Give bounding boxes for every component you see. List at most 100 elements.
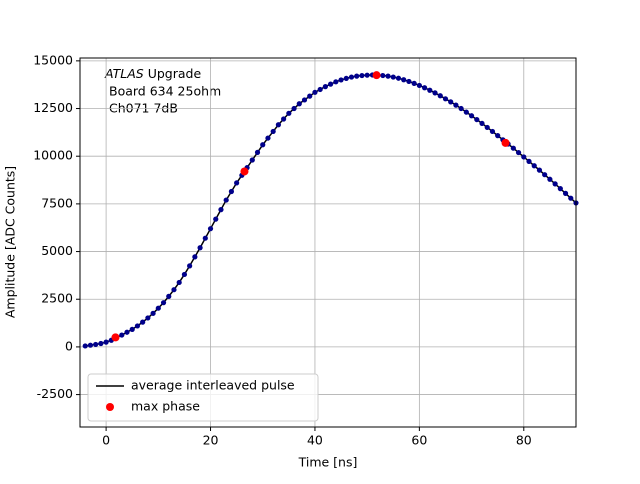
pulse-point [448, 99, 454, 105]
pulse-point [93, 341, 99, 348]
pulse-point [207, 226, 214, 232]
pulse-point [82, 343, 88, 349]
pulse-point [145, 315, 151, 321]
pulse-point [249, 157, 255, 163]
pulse-point [134, 323, 141, 329]
pulse-point [364, 72, 370, 78]
pulse-point [254, 149, 261, 155]
pulse-point [338, 77, 344, 83]
x-tick-label: 20 [203, 433, 219, 448]
pulse-point [119, 332, 125, 338]
pulse-point [333, 79, 339, 85]
pulse-point [468, 113, 475, 119]
pulse-point [296, 101, 302, 107]
annotation-emphasis: ATLAS [104, 66, 144, 81]
annotation: ATLAS Upgrade [104, 66, 201, 81]
annotation-line: Upgrade [148, 66, 202, 81]
pulse-point [521, 154, 527, 160]
pulse-point [213, 216, 219, 222]
pulse-point [87, 342, 94, 348]
pulse-point [176, 279, 182, 286]
pulse-point [129, 326, 135, 332]
pulse-point [401, 77, 407, 83]
pulse-point [380, 72, 386, 79]
pulse-point [286, 110, 292, 116]
pulse-point [536, 167, 543, 173]
y-axis-label: Amplitude [ADC Counts] [3, 166, 18, 318]
pulse-point [312, 89, 318, 95]
pulse-point [416, 82, 422, 89]
y-tick-label: 10000 [33, 148, 73, 163]
pulse-point [354, 73, 360, 79]
pulse-point [103, 339, 109, 345]
y-tick-label: 7500 [41, 195, 73, 210]
pulse-point [343, 75, 349, 82]
pulse-point [562, 190, 569, 196]
pulse-point [453, 102, 459, 108]
pulse-point [510, 145, 516, 151]
pulse-point [301, 97, 308, 103]
pulse-point [124, 329, 130, 335]
y-tick-label: 2500 [41, 291, 73, 306]
pulse-point [171, 287, 177, 293]
y-tick-label: -2500 [37, 386, 73, 401]
x-tick-label: 40 [307, 433, 323, 448]
pulse-point [432, 90, 438, 96]
pulse-point [228, 188, 235, 195]
pulse-point [98, 340, 104, 347]
max-phase-point [372, 71, 381, 80]
legend-box [87, 373, 319, 422]
pulse-point [260, 142, 266, 148]
pulse-point [197, 245, 203, 251]
pulse-point [437, 93, 443, 99]
pulse-point [515, 149, 522, 156]
legend-label: average interleaved pulse [131, 378, 295, 393]
pulse-point [526, 158, 532, 164]
pulse-point [427, 87, 433, 93]
pulse-point [181, 271, 188, 278]
x-tick-label: 0 [102, 433, 110, 448]
pulse-point [307, 93, 313, 99]
pulse-point [458, 105, 464, 112]
pulse-point [489, 128, 496, 135]
annotation-line: Board 634 25ohm [109, 84, 221, 99]
pulse-point [359, 72, 365, 79]
max-phase-point [501, 138, 510, 147]
pulse-point [218, 207, 224, 213]
pulse-point [552, 181, 558, 187]
pulse-point [531, 163, 537, 169]
y-tick-label: 12500 [33, 100, 73, 115]
y-tick-label: 0 [65, 338, 73, 353]
pulse-point [150, 310, 156, 316]
pulse-point [192, 254, 198, 260]
pulse-point [568, 195, 574, 201]
pulse-point [348, 74, 355, 80]
pulse-point [265, 135, 271, 141]
pulse-point [542, 172, 548, 178]
pulse-point [160, 300, 167, 306]
pulse-point [234, 180, 240, 186]
pulse-point [291, 105, 297, 112]
pulse-point [187, 263, 193, 269]
pulse-point [411, 80, 417, 86]
pulse-point [281, 116, 287, 122]
pulse-point [547, 176, 553, 182]
pulse-point [317, 86, 323, 93]
pulse-point [557, 186, 563, 192]
max-phase-point [111, 333, 120, 342]
pulse-point [421, 85, 428, 91]
pulse-point [328, 81, 334, 87]
annotation-line: Ch071 7dB [109, 101, 178, 116]
x-tick-label: 60 [411, 433, 427, 448]
pulse-point [166, 293, 172, 299]
pulse-point [442, 96, 449, 102]
pulse-point [270, 128, 276, 135]
pulse-point [223, 197, 229, 203]
legend-marker [106, 403, 114, 411]
y-tick-label: 15000 [33, 52, 73, 67]
pulse-point [322, 84, 328, 90]
pulse-point [140, 319, 146, 325]
pulse-point [395, 75, 402, 81]
pulse-point [406, 78, 412, 85]
